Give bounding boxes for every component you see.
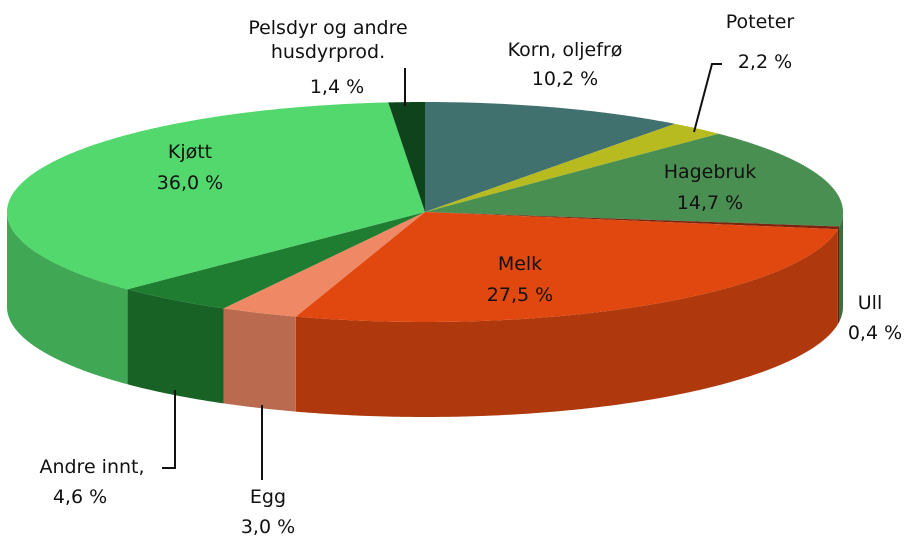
slice [425,212,840,230]
slice-label: Ull [857,292,883,314]
slice-side [837,226,840,325]
value-label: 0,4 % [847,322,903,344]
leader-line [162,390,176,469]
value-label: 27,5 % [486,284,554,306]
slice [425,102,675,212]
slice [127,212,425,309]
slice [223,212,425,317]
slice [425,133,843,227]
slice-label: Melk [497,253,543,275]
slice-label: Pelsdyr og andre husdyrprod. [248,17,408,63]
slice-label: Hagebruk [663,161,757,183]
slice-side [127,289,224,404]
leader-line [693,63,722,133]
value-label: 36,0 % [156,172,224,194]
slice-label: Egg [249,486,287,508]
value-label: 1,4 % [309,76,365,98]
slice-label: Poteter [725,11,795,33]
slice-label: Korn, oljefrø [507,39,623,61]
value-label: 3,0 % [240,516,296,538]
slice [295,212,838,322]
slice [425,123,719,212]
value-label: 14,7 % [676,192,744,214]
slice [388,102,425,212]
slice-side [295,229,838,417]
pie-tops [7,102,843,322]
slice-side [223,308,296,412]
pie-sides [7,212,843,417]
value-label: 2,2 % [737,51,793,73]
slice-label: Andre innt, [39,456,145,478]
value-label: 4,6 % [52,486,108,508]
slice-side [7,212,128,385]
slice-side [839,212,843,322]
slice [7,102,426,290]
value-label: 10,2 % [531,68,599,90]
slice-label: Kjøtt [167,141,213,163]
